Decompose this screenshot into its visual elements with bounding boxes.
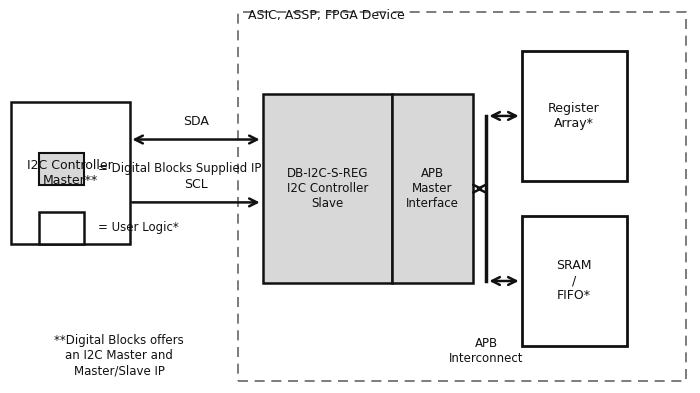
Bar	[10, 102, 130, 244]
Text: APB
Master
Interface: APB Master Interface	[406, 167, 459, 210]
Text: DB-I2C-S-REG
I2C Controller
Slave: DB-I2C-S-REG I2C Controller Slave	[286, 167, 368, 210]
Bar	[522, 216, 626, 346]
Bar	[522, 51, 626, 181]
Text: = User Logic*: = User Logic*	[98, 221, 178, 235]
Text: SCL: SCL	[184, 178, 208, 191]
Bar	[238, 12, 686, 381]
Text: APB
Interconnect: APB Interconnect	[449, 338, 524, 365]
Bar	[262, 94, 392, 283]
Text: Register
Array*: Register Array*	[548, 102, 600, 130]
Bar	[38, 212, 84, 244]
Bar	[392, 94, 473, 283]
Text: SRAM
/
FIFO*: SRAM / FIFO*	[556, 259, 592, 303]
Text: SDA: SDA	[183, 115, 209, 128]
Text: ASIC, ASSP, FPGA Device: ASIC, ASSP, FPGA Device	[248, 9, 405, 22]
Bar	[38, 153, 84, 185]
Text: I2C Controller
Master**: I2C Controller Master**	[27, 159, 113, 187]
Text: **Digital Blocks offers
an I2C Master and
Master/Slave IP: **Digital Blocks offers an I2C Master an…	[54, 334, 184, 377]
Text: = Digital Blocks Supplied IP: = Digital Blocks Supplied IP	[98, 162, 261, 176]
